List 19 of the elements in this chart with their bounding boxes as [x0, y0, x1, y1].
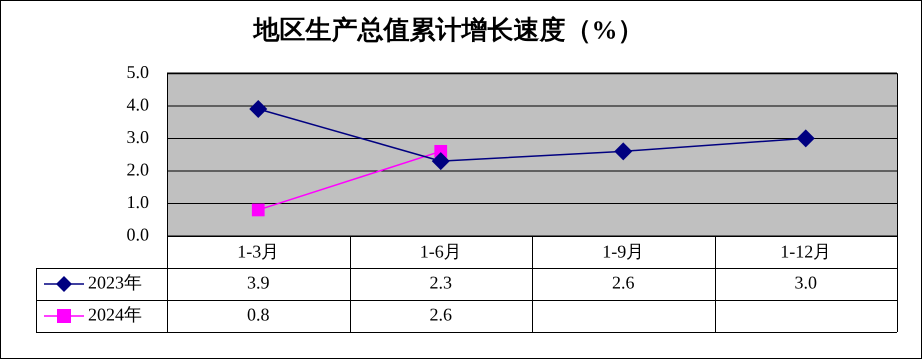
data-label: 3.0 — [794, 272, 817, 293]
y-tick-label: 1.0 — [126, 192, 149, 212]
y-tick-label: 3.0 — [126, 127, 149, 148]
y-tick-label: 2.0 — [126, 160, 149, 180]
data-label: 0.8 — [247, 304, 270, 325]
y-tick-label: 5.0 — [126, 62, 149, 82]
x-tick-label: 1-12月 — [780, 242, 832, 262]
x-tick-label: 1-6月 — [420, 242, 462, 262]
data-label: 2.3 — [430, 272, 452, 293]
x-tick-label: 1-9月 — [602, 242, 644, 262]
chart-title: 地区生产总值累计增长速度（%） — [252, 15, 644, 44]
legend-label: 2024年 — [88, 304, 142, 325]
y-tick-label: 0.0 — [126, 224, 149, 245]
x-tick-label: 1-3月 — [237, 242, 280, 262]
y-tick-label: 4.0 — [126, 94, 149, 114]
data-label: 3.9 — [247, 272, 270, 293]
data-label: 2.6 — [430, 304, 452, 325]
data-label: 2.6 — [612, 272, 634, 293]
legend-label: 2023年 — [88, 272, 142, 293]
